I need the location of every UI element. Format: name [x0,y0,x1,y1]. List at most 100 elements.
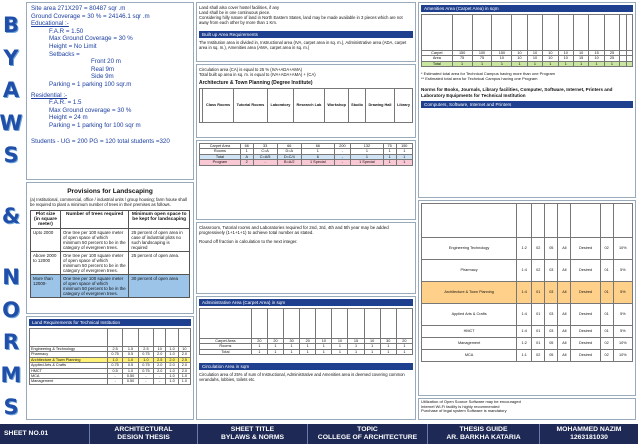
col-header: Number of trees required [59,210,130,229]
col-header: Workshop [324,88,350,123]
author-id: 1263181030 [570,434,608,441]
col-header: Library [394,88,413,123]
col-header: Studio [348,88,366,123]
edu-max-gc: Max Ground Coverage = 30 % [49,35,133,43]
land-note: Land shall also cover hostel facilities,… [199,5,280,10]
topic-value: COLLEGE OF ARCHITECTURE [317,434,418,441]
cell: 25 percent of open area. [128,251,190,275]
footnote: Purchase of legal system Software is man… [421,408,507,414]
landscaping-title: Provisions for Landscaping [67,188,153,195]
edu-far: F.A.R = 1.50 [49,27,84,35]
computers-panel: Engineering Technology 1:2 02 05 All Desired 0… [418,200,636,396]
cell: Management [29,378,108,385]
topic-label: TOPIC [357,426,378,433]
landscaping-table: Plot size (in square meter) Number of tr… [30,210,190,298]
sheet-title-value: BYLAWS & NORMS [220,434,285,441]
title-letter: W [0,110,23,135]
program-name: Applied Arts & Crafts [420,303,518,326]
res-max-gc: Max Ground coverage = 30 % [49,106,132,114]
author-name: MOHAMMED NAZIM [556,426,622,433]
guide-value: AR. BARKHA KATARIA [446,434,521,441]
cell: One tree per 100 square meter of open sp… [59,228,130,252]
land-note: Land shall be in one continuous piece. [199,10,271,15]
sheet-number-text: SHEET NO.01 [4,430,49,437]
table-row: Above 2000 to 12000 One tree per 100 squ… [30,251,190,275]
cell: Above 2000 to 12000 [30,251,61,275]
res-parking: Parking = 1 parking for 100 sqr m [49,121,141,129]
land-req-title: Land Requirements for Technical Institut… [29,319,191,326]
program-name: MCA [420,349,518,362]
built-up-panel: Circulation area (CA) is equal to 25 % (… [196,64,416,138]
title-block: SHEET NO.01 ARCHITECTURAL DESIGN THESIS … [0,424,638,444]
built-up-line: Total built up area in sq. m. is equal t… [199,72,316,77]
subject-cell: ARCHITECTURAL DESIGN THESIS [90,424,198,444]
circulation-title: Circulation Area in sqm [199,363,413,371]
title-letter: Y [3,45,19,70]
col-header: Research Lab [292,88,326,123]
subject-line: DESIGN THESIS [117,434,170,441]
program-name: Architecture & Town Planning [420,281,518,304]
norms-subtitle: Computers, Software, Internet and Printe… [421,101,633,109]
edu-front: Front 20 m [91,58,121,66]
edu-parking: Parking = 1 parking 100 sqr.m [49,80,132,88]
title-letter: N [2,265,20,289]
table-row: HMCT 0.5 1.0 0.75 2.0 1.0 2.0 [29,367,192,375]
sheet-number: SHEET NO.01 [0,424,90,444]
site-area: Site area 271X297 = 80487 sqr .m [31,5,126,12]
footnote: Utilization of Open Source Software may … [421,399,521,404]
built-up-line: The Institution area is divided in, Inst… [199,40,407,50]
landscaping-panel: Provisions for Landscaping (a) Instituti… [26,182,194,314]
admin-area-panel: Administrative Area (Carpet Area) in sqm… [196,296,416,420]
col-header: Plot size (in square meter) [30,210,61,229]
site-info-panel: Site area 271X297 = 80487 sqr .m Ground … [26,2,194,180]
title-letter: S [3,143,19,167]
res-height: Height = 24 m [49,114,88,122]
edu-setbacks: Setbacks = [49,50,80,58]
subject-line: ARCHITECTURAL [114,426,173,433]
footnote: Internet Wi-Fi facility is highly recomm… [421,403,500,409]
arch-note: Round off fraction in calculation to the… [199,238,298,244]
circulation-line: Circulation area of 25% of sum of Instru… [199,372,405,383]
col-header: Tutorial Rooms [232,88,269,123]
arch-notes-panel: Classroom, Tutorial rooms and Laboratori… [196,222,416,294]
cell: Upto 2000 [30,228,61,252]
title-letter: S [3,395,19,419]
cell: 25 percent of open area in case of indus… [128,228,190,252]
table-row: Management -0.50- -1.0 1.0 [29,378,192,385]
program-name: HMCT [420,325,518,338]
author-cell: MOHAMMED NAZIM 1263181030 [540,424,638,444]
land-requirements-panel: Land Requirements for Technical Institut… [26,316,194,420]
edu-side: Side 9m [91,73,114,81]
col-header: Drawing Hall [364,88,396,123]
land-notes-panel: Land shall also cover hostel facilities,… [196,2,416,62]
amenities-panel: Amenities Area (Carpet Area) in sqm Carp… [418,2,636,198]
cell: One tree per 100 square meter of open sp… [59,251,130,275]
title-letter: A [2,78,20,102]
footnotes-panel: Utilization of Open Source Software may … [418,398,636,420]
topic-cell: TOPIC COLLEGE OF ARCHITECTURE [308,424,428,444]
cell: 30 percent of open area [128,274,190,298]
admin-table: Carpet Area 20 20 30 20 10 10 15 10 30 20 Rooms 1 1 1… [199,308,414,356]
land-req-table: Engineering & Technology 2.5 1.5 2.5 10 1.0 10… [29,328,192,385]
cell: More than 12000- [30,274,61,298]
col-header: Class Rooms [202,88,234,123]
vertical-title: B Y A W S & N O R M S [0,13,23,419]
title-letter: M [0,362,22,387]
arch-title: Architecture & Town Planning (Degree Ins… [199,80,313,86]
table-row: Architecture & Town Planning 1.0 1.0 1.0 2.5… [29,356,192,364]
residential-label: Residential :- [31,91,68,99]
drawing-sheet: B Y A W S & N O R M S Site area 271X297 … [0,2,636,420]
norms-title: Norms for Books, Journals, Library facil… [421,87,613,98]
edu-rear: Real 9m [91,65,115,73]
title-letter: R [2,330,20,354]
amenities-note: ** Estimated total area for Technical Ca… [421,76,538,82]
arch-values-table: Carpet Area 66 33 66 66 200 132 75 150 Rooms 1 C=A… [199,142,414,166]
amenities-note: * Estimated total area for Technical Cam… [421,71,555,77]
col-header: Minimum open space to be kept for landsc… [128,210,190,229]
computers-table: Engineering Technology 1:2 02 05 All Desired 0… [420,203,634,362]
built-up-line: Circulation area (CA) is equal to 25 % (… [199,67,303,72]
sheet-title-cell: SHEET TITLE BYLAWS & NORMS [198,424,308,444]
title-letter: B [2,13,19,37]
arch-values-panel: Carpet Area 66 33 66 66 200 132 75 150 Rooms 1 C=A… [196,140,416,220]
col-header: Laboratory [267,88,294,123]
